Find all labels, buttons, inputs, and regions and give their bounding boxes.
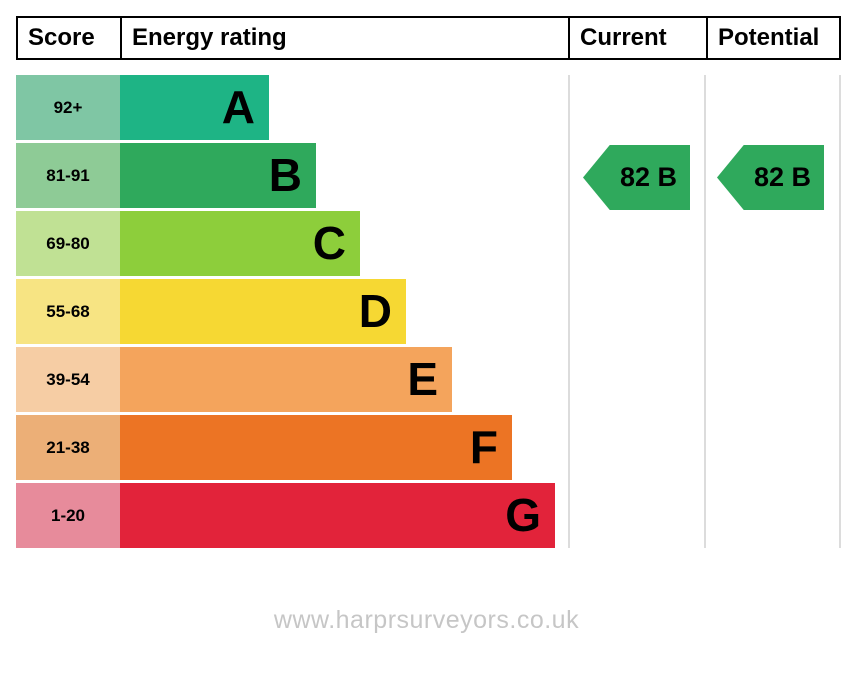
- column-divider-right: [839, 75, 841, 548]
- rating-bars: 92+ A 81-91 B 69-80 C 55-68 D 39-54 E 21-38 F 1-20 G: [16, 75, 837, 548]
- rating-letter-b: B: [268, 149, 302, 201]
- score-range-d: 55-68: [16, 279, 120, 344]
- rating-row-d: 55-68 D: [16, 279, 406, 344]
- website-footer: www.harprsurveyors.co.uk: [273, 606, 580, 634]
- score-range-a: 92+: [16, 75, 120, 140]
- rating-bar-d: D: [120, 279, 406, 344]
- potential-rating-label: 82 B: [753, 162, 812, 192]
- rating-row-a: 92+ A: [16, 75, 269, 140]
- rating-row-g: 1-20 G: [16, 483, 555, 548]
- header-energy-rating: Energy rating: [120, 18, 568, 58]
- rating-letter-c: C: [312, 217, 346, 269]
- rating-row-c: 69-80 C: [16, 211, 360, 276]
- rating-bar-a: A: [120, 75, 269, 140]
- score-range-b: 81-91: [16, 143, 120, 208]
- rating-bar-f: F: [120, 415, 512, 480]
- score-range-e: 39-54: [16, 347, 120, 412]
- rating-bar-g: G: [120, 483, 555, 548]
- rating-letter-d: D: [358, 285, 392, 337]
- score-range-f: 21-38: [16, 415, 120, 480]
- column-divider-potential: [704, 75, 706, 548]
- rating-letter-a: A: [221, 81, 255, 133]
- rating-bar-e: E: [120, 347, 452, 412]
- rating-bar-b: B: [120, 143, 316, 208]
- rating-letter-e: E: [407, 353, 438, 405]
- header-potential: Potential: [706, 18, 839, 58]
- score-range-c: 69-80: [16, 211, 120, 276]
- score-range-g: 1-20: [16, 483, 120, 548]
- rating-row-e: 39-54 E: [16, 347, 452, 412]
- column-divider-current: [568, 75, 570, 548]
- rating-letter-g: G: [505, 489, 541, 541]
- rating-bar-c: C: [120, 211, 360, 276]
- rating-row-b: 81-91 B: [16, 143, 316, 208]
- rating-letter-f: F: [469, 421, 498, 473]
- header-score: Score: [28, 24, 95, 51]
- current-rating-label: 82 B: [619, 162, 678, 192]
- table-header: Score Energy rating Current Potential: [16, 16, 841, 60]
- header-current: Current: [568, 18, 706, 58]
- rating-row-f: 21-38 F: [16, 415, 512, 480]
